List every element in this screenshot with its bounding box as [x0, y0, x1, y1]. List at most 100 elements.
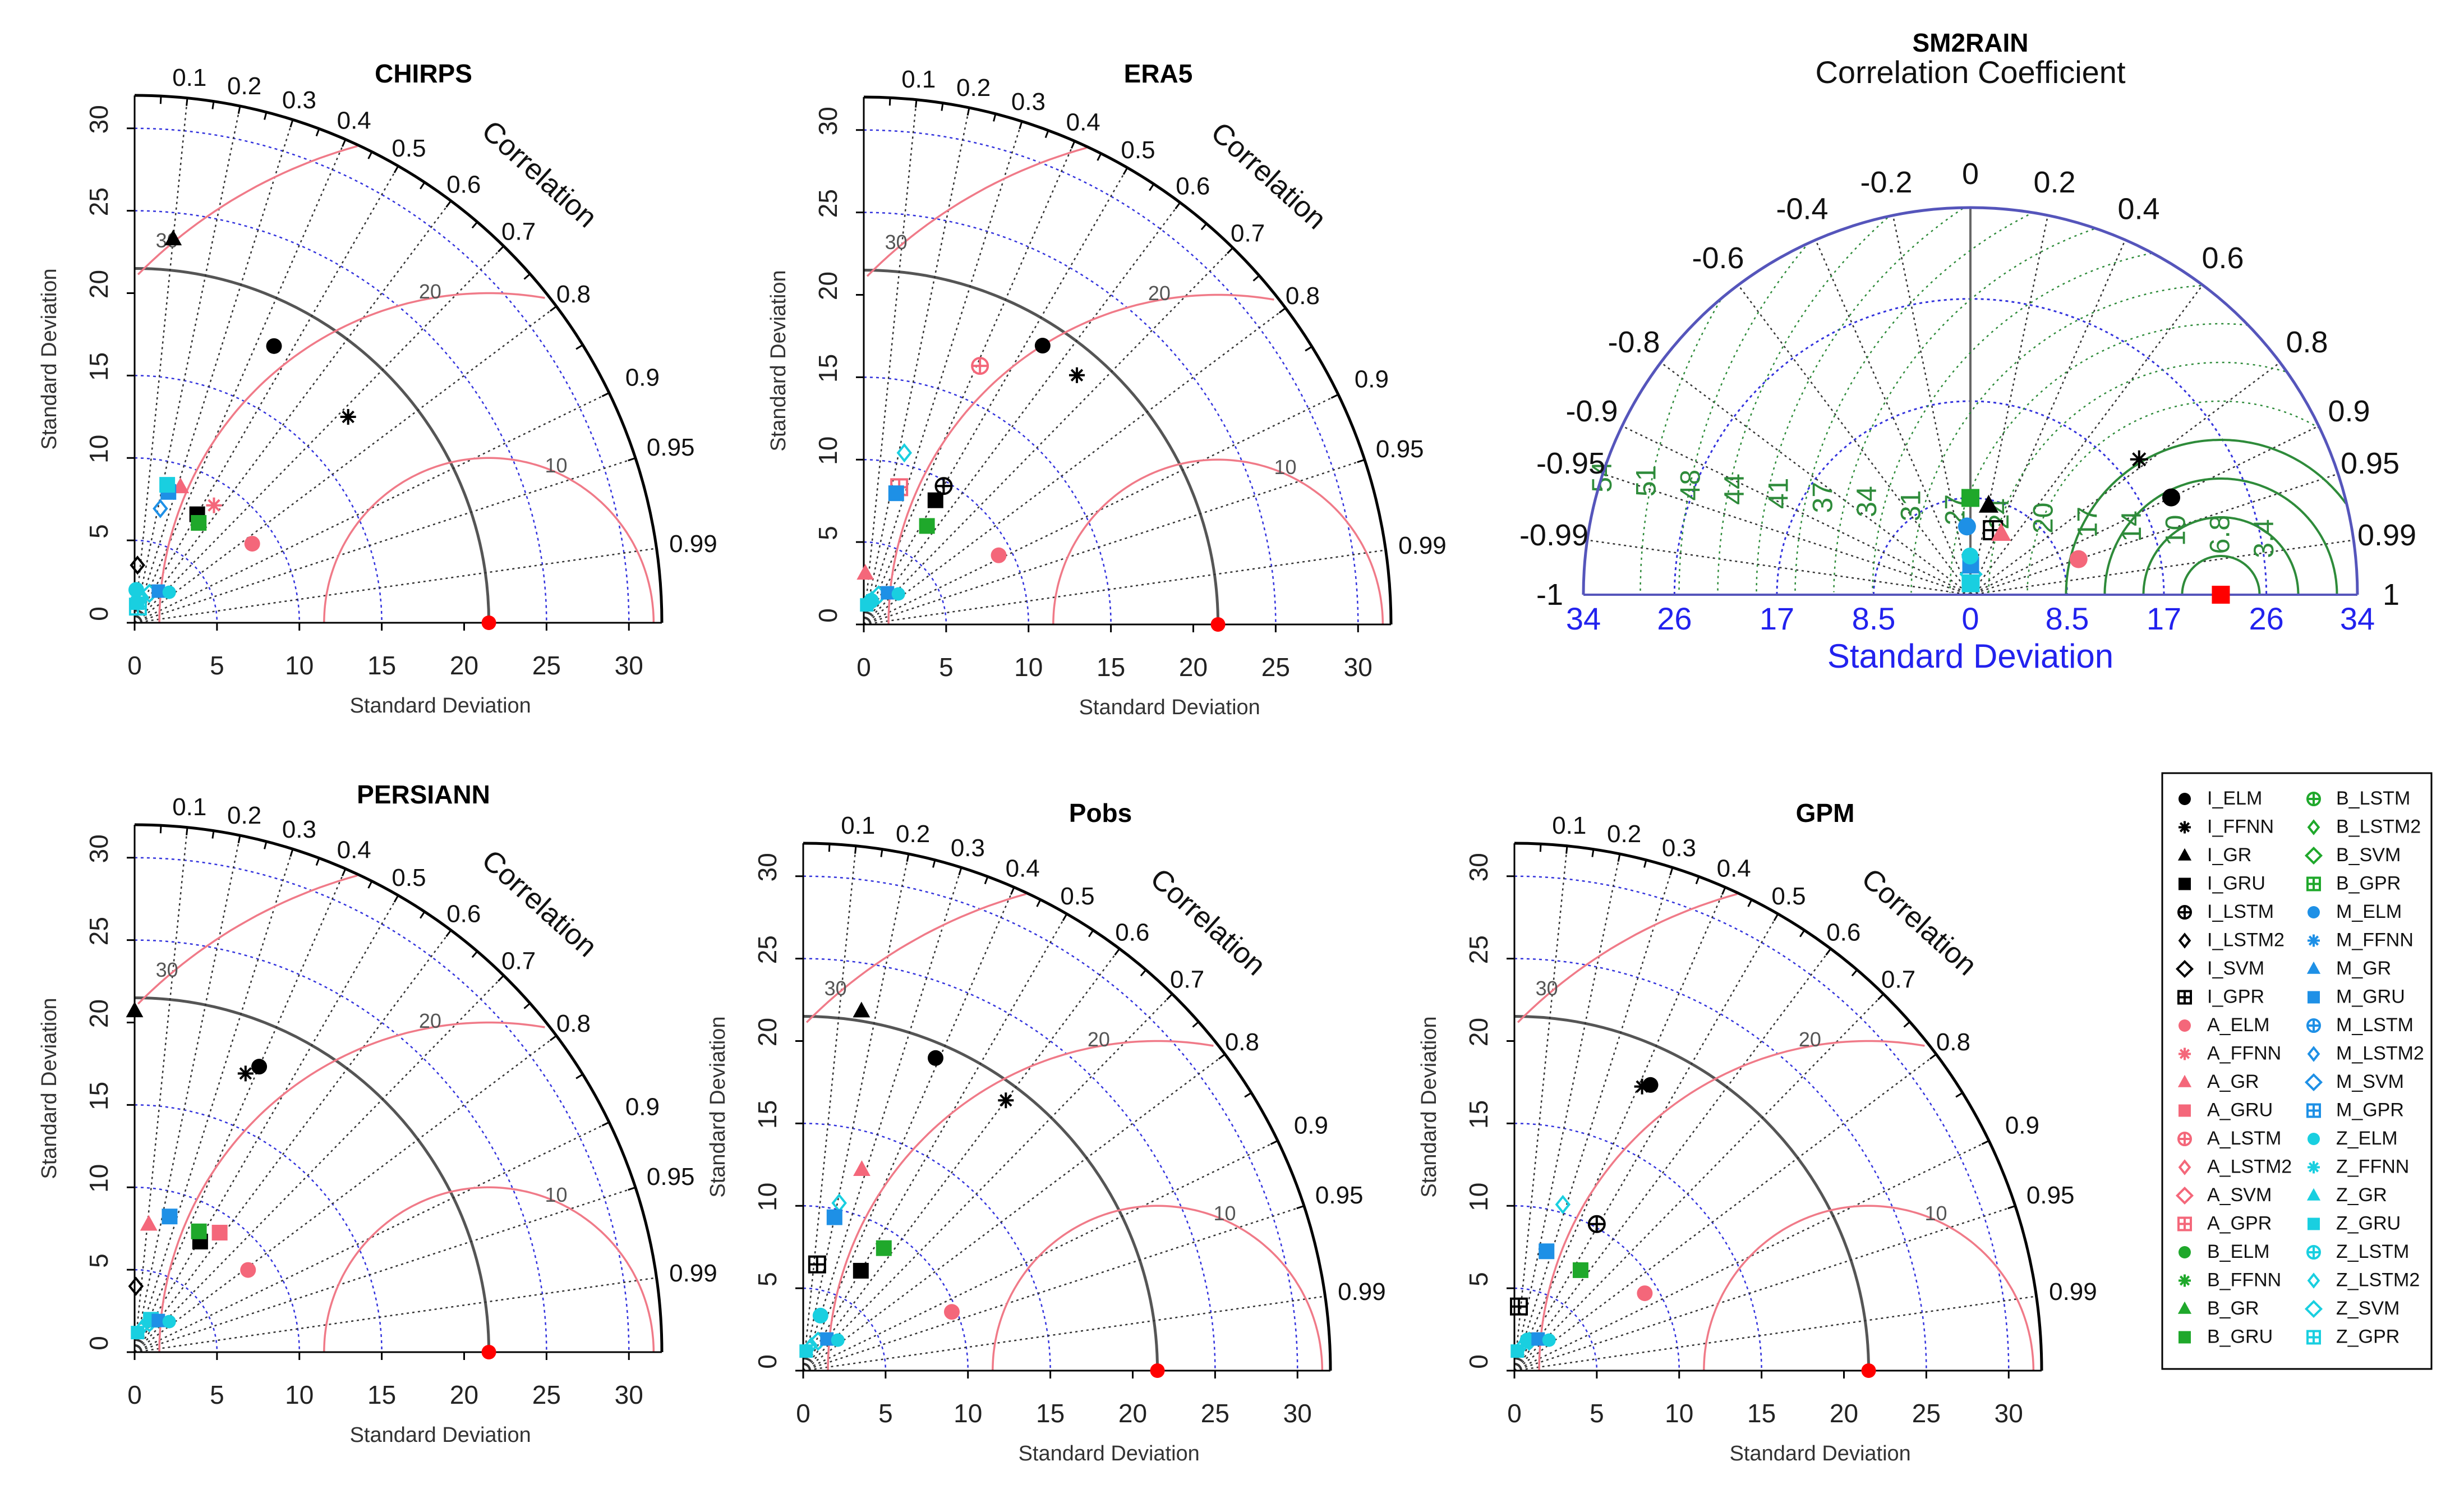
legend-item-label: A_FFNN: [2207, 1043, 2281, 1064]
correlation-tick-label: 0.9: [1355, 365, 1389, 393]
correlation-tick: [445, 930, 452, 938]
marker-a-lstm-cross: [2179, 1133, 2191, 1145]
chart-title: GPM: [1796, 798, 1855, 828]
marker-b-gru: [1572, 1262, 1588, 1278]
marker-m-ffnn: [2308, 934, 2320, 947]
y-tick-label: 10: [813, 436, 842, 465]
marker-z-gr: [2306, 1188, 2321, 1201]
marker-z-gpr: [2306, 1330, 2321, 1345]
x-tick-label: 5: [1590, 1399, 1604, 1428]
correlation-tick-label: -0.9: [1565, 394, 1618, 428]
x-axis-label: Standard Deviation: [1827, 637, 2113, 675]
correlation-tick-label: 0.2: [956, 74, 991, 102]
sd-grid-arc: [803, 958, 1216, 1371]
marker-i-gpr: [2177, 990, 2192, 1005]
marker-z-gpr-cross: [2308, 1331, 2320, 1344]
legend-item-label: M_GR: [2336, 958, 2391, 979]
legend-item-label: M_LSTM: [2336, 1014, 2414, 1036]
legend-item-label: M_ELM: [2336, 901, 2402, 922]
y-tick-label: 15: [1464, 1100, 1493, 1129]
sd-tick-label: 26: [2249, 601, 2283, 636]
marker-m-elm: [1958, 517, 1976, 536]
correlation-ray: [1513, 853, 1621, 1371]
correlation-ray: [133, 98, 188, 623]
legend-item: Z_FFNN: [2308, 1156, 2409, 1178]
correlation-ray: [133, 868, 347, 1353]
marker-m-svm: [2304, 1073, 2323, 1092]
correlation-tick: [1825, 948, 1832, 956]
marker-z-elm: [812, 1307, 828, 1324]
correlation-ray: [133, 827, 188, 1353]
rms-label: 30: [825, 977, 847, 1000]
correlation-tick-label: -0.2: [1860, 166, 1912, 199]
marker-a-elm: [943, 1304, 960, 1320]
legend-item-label: Z_LSTM2: [2336, 1270, 2420, 1291]
x-tick-label: 25: [532, 1380, 561, 1409]
marker-a-elm: [2179, 1019, 2191, 1032]
marker-z-elm: [1961, 548, 1979, 565]
marker-i-gru: [2179, 877, 2191, 890]
correlation-tick: [1114, 948, 1121, 956]
rms-label: 14: [2116, 511, 2147, 542]
sd-grid-arc: [134, 210, 547, 623]
sd-tick-label: 34: [2340, 601, 2375, 636]
legend-item: Z_ELM: [2308, 1128, 2398, 1149]
marker-a-elm: [2069, 550, 2088, 568]
sd-tick-label: 17: [2147, 601, 2181, 636]
marker-b-svm: [2304, 846, 2323, 865]
x-tick-label: 20: [1830, 1399, 1858, 1428]
correlation-tick-label: 0.99: [1338, 1278, 1386, 1306]
correlation-tick-label: -0.6: [1692, 241, 1744, 275]
correlation-tick-label: 0.9: [625, 1093, 660, 1120]
correlation-ray: [134, 548, 657, 624]
x-tick-label: 30: [1995, 1399, 2023, 1428]
marker-m-elm: [2308, 906, 2320, 918]
correlation-tick-label: -0.95: [1536, 447, 1605, 480]
sd-grid-arc: [134, 127, 630, 623]
correlation-tick: [1149, 183, 1155, 191]
correlation-ray: [863, 247, 1233, 625]
correlation-ray: [133, 105, 241, 623]
correlation-ray: [803, 948, 1120, 1371]
legend-item-label: A_LSTM2: [2207, 1156, 2292, 1178]
x-tick-label: 0: [127, 1380, 142, 1409]
correlation-ray: [863, 307, 1286, 625]
legend-item-label: I_LSTM2: [2207, 930, 2285, 951]
sd-grid-arc: [1514, 1287, 1598, 1371]
marker-a-svm: [2175, 1186, 2194, 1205]
legend-item-label: Z_GR: [2336, 1184, 2387, 1206]
rms-label: 20: [1088, 1028, 1110, 1051]
marker-i-lstm-cross: [936, 478, 952, 494]
y-tick-label: 0: [1464, 1354, 1493, 1369]
correlation-ray: [1513, 846, 1568, 1371]
correlation-tick: [549, 305, 557, 312]
rms-label: 30: [1536, 977, 1558, 1000]
y-tick-label: 20: [84, 999, 113, 1028]
legend-item: B_ELM: [2179, 1241, 2270, 1262]
correlation-tick-label: 0.8: [1225, 1028, 1259, 1056]
x-tick-label: 20: [1179, 652, 1208, 682]
x-axis-label: Standard Deviation: [1730, 1442, 1911, 1465]
marker-i-elm: [251, 1059, 268, 1075]
rms-label: 10: [545, 454, 568, 477]
rms-arc: [887, 293, 1274, 624]
correlation-tick-label: 0.7: [501, 948, 536, 975]
correlation-tick-label: 0.5: [392, 135, 426, 162]
legend-item-label: I_LSTM: [2207, 901, 2274, 922]
legend-item-label: A_GR: [2207, 1071, 2259, 1092]
outer-arc: [134, 94, 664, 623]
legend-item: Z_SVM: [2304, 1298, 2399, 1319]
correlation-tick: [1244, 1092, 1252, 1098]
sd-grid-arc: [134, 539, 218, 623]
marker-i-elm: [1034, 338, 1051, 354]
correlation-tick-label: 0.5: [1771, 883, 1806, 910]
correlation-tick-label: 0.9: [625, 364, 660, 391]
x-tick-label: 25: [1201, 1399, 1229, 1428]
correlation-tick-label: 0.7: [1881, 966, 1915, 994]
legend-item: Z_GPR: [2306, 1326, 2399, 1348]
correlation-tick-label: 0.7: [501, 218, 536, 246]
marker-a-elm: [1637, 1285, 1653, 1302]
legend-item-label: A_GPR: [2207, 1213, 2272, 1234]
marker-a-gr: [853, 1160, 871, 1177]
